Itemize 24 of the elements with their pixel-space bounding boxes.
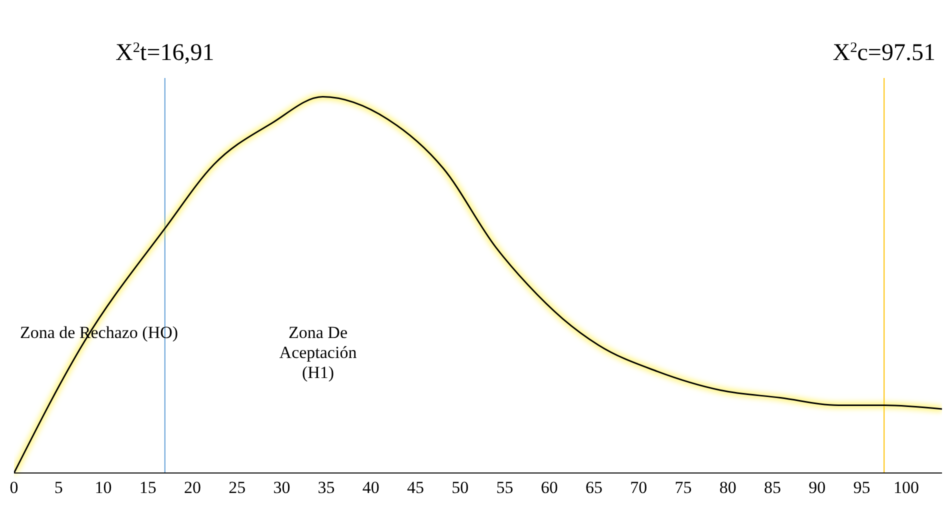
x-tick-label: 50 <box>452 478 469 498</box>
x-tick-label: 20 <box>184 478 201 498</box>
x-tick-label: 65 <box>586 478 602 498</box>
x-tick-label: 40 <box>362 478 380 498</box>
x-tick-label: 10 <box>94 478 112 498</box>
annotation: Zona De Aceptación (H1) <box>278 323 358 383</box>
x-tick-label: 60 <box>540 478 558 498</box>
x-tick-label: 25 <box>228 478 246 498</box>
x-tick-label: 55 <box>496 478 514 498</box>
x-tick-label: 70 <box>630 478 648 498</box>
x-tick-label: 95 <box>853 478 870 498</box>
x-tick-label: 15 <box>139 478 156 498</box>
x-tick-label: 75 <box>674 478 692 498</box>
x-tick-label: 85 <box>764 478 781 498</box>
ref-line-label: X$^{2}$c=97.51 <box>832 40 936 66</box>
x-tick-label: 100 <box>894 478 920 498</box>
x-tick-label: 35 <box>318 478 335 498</box>
x-tick-label: 30 <box>273 478 290 498</box>
x-tick-label: 90 <box>808 478 826 498</box>
x-tick-label: 5 <box>54 478 63 498</box>
x-tick-label: 0 <box>10 478 18 498</box>
x-tick-label: 80 <box>719 478 736 498</box>
x-tick-label: 45 <box>407 478 424 498</box>
ref-line-label: X$^{2}$t=16,91 <box>116 40 214 66</box>
